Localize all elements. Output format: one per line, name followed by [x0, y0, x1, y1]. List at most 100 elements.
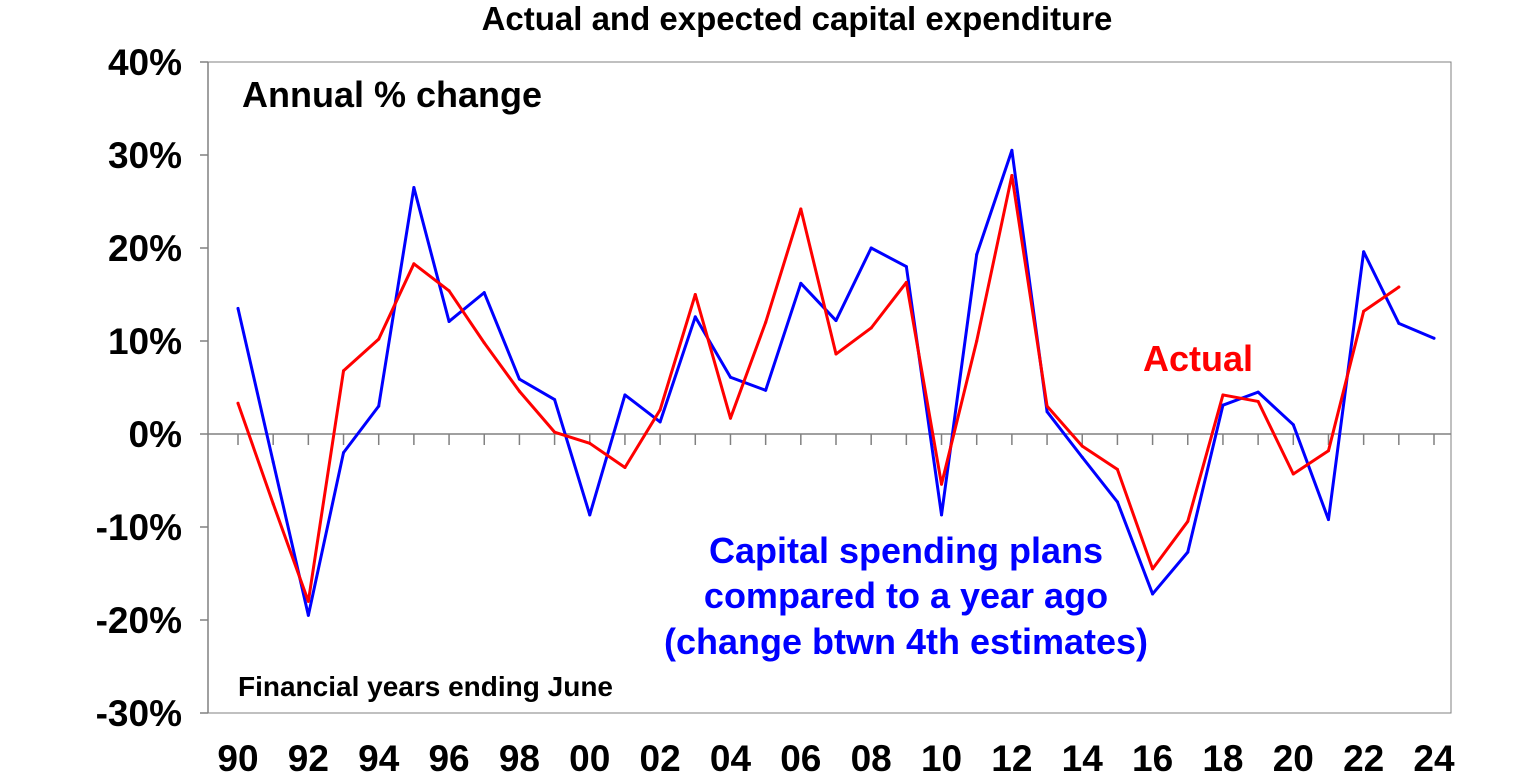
data-point-plans: [940, 513, 944, 517]
data-point-actual: [799, 207, 803, 211]
y-tick-label: -30%: [96, 693, 182, 734]
y-tick-label: 40%: [108, 42, 182, 83]
data-point-plans: [482, 291, 486, 295]
data-point-actual: [236, 401, 240, 405]
x-tick-label: 08: [851, 738, 892, 775]
data-point-plans: [1115, 500, 1119, 504]
x-tick-label: 06: [780, 738, 821, 775]
data-point-actual: [728, 416, 732, 420]
y-tick-label: 20%: [108, 228, 182, 269]
data-point-actual: [1115, 467, 1119, 471]
data-point-plans: [975, 253, 979, 257]
data-point-actual: [940, 482, 944, 486]
data-point-actual: [693, 293, 697, 296]
data-point-plans: [1256, 390, 1260, 394]
x-tick-label: 02: [640, 738, 681, 775]
data-point-plans: [306, 613, 310, 617]
data-point-actual: [1221, 393, 1225, 397]
data-point-plans: [623, 393, 627, 397]
x-tick-label: 20: [1273, 738, 1314, 775]
data-point-plans: [834, 319, 838, 323]
data-point-plans: [1151, 592, 1155, 596]
data-point-actual: [975, 339, 979, 343]
data-point-actual: [553, 430, 557, 434]
x-tick-label: 22: [1343, 738, 1384, 775]
data-point-actual: [1291, 472, 1295, 476]
data-point-plans: [1432, 336, 1436, 340]
data-point-actual: [1045, 404, 1049, 408]
data-point-plans: [1186, 550, 1190, 554]
series-line-actual: [236, 173, 1401, 603]
data-point-plans: [236, 306, 240, 310]
data-point-actual: [1326, 449, 1330, 453]
data-point-plans: [517, 377, 521, 381]
data-point-plans: [553, 398, 557, 402]
annotation-plans-line-2: compared to a year ago: [704, 575, 1108, 616]
data-point-actual: [1256, 399, 1260, 403]
y-axis-tick-labels: -30% -20% -10% 0% 10% 20% 30% 40%: [96, 42, 182, 734]
x-tick-label: 24: [1413, 738, 1455, 775]
data-point-actual: [377, 337, 381, 341]
y-tick-label: 30%: [108, 135, 182, 176]
annotation-plans-line-1: Capital spending plans: [709, 530, 1103, 571]
data-point-actual: [517, 389, 521, 393]
x-axis-tick-labels: 90 92 94 96 98 00 02 04 06 08 10 12 14 16 18 20 22 24: [217, 738, 1455, 775]
series-points: [236, 148, 1436, 617]
data-point-actual: [834, 352, 838, 356]
x-axis-ticks: [237, 434, 1435, 445]
x-tick-label: 12: [991, 738, 1032, 775]
data-point-plans: [588, 513, 592, 517]
data-point-plans: [1221, 403, 1225, 407]
data-point-actual: [764, 320, 768, 324]
x-tick-label: 04: [710, 738, 752, 775]
data-point-plans: [1080, 455, 1084, 459]
y-tick-label: 10%: [108, 321, 182, 362]
chart-title: Actual and expected capital expenditure: [482, 0, 1113, 37]
x-tick-label: 92: [288, 738, 329, 775]
data-point-plans: [764, 388, 768, 392]
data-point-plans: [799, 281, 803, 285]
y-tick-label: -10%: [96, 507, 182, 548]
data-point-plans: [658, 420, 662, 424]
data-point-plans: [1291, 423, 1295, 427]
x-tick-label: 96: [428, 738, 469, 775]
data-point-actual: [1080, 444, 1084, 448]
data-point-plans: [342, 451, 346, 455]
y-tick-label: -20%: [96, 600, 182, 641]
data-point-actual: [623, 465, 627, 469]
data-point-actual: [904, 280, 908, 284]
data-point-actual: [342, 369, 346, 373]
data-point-actual: [306, 599, 310, 603]
annotation-plans-line-3: (change btwn 4th estimates): [664, 621, 1148, 662]
x-tick-label: 10: [921, 738, 962, 775]
data-point-plans: [869, 246, 873, 250]
data-point-actual: [658, 408, 662, 412]
chart-subtitle: Annual % change: [242, 74, 542, 115]
x-tick-label: 98: [499, 738, 540, 775]
data-point-actual: [1151, 567, 1155, 571]
data-point-plans: [904, 265, 908, 269]
x-tick-label: 14: [1062, 738, 1104, 775]
data-point-actual: [271, 502, 275, 506]
y-tick-label: 0%: [129, 414, 182, 455]
data-point-plans: [377, 404, 381, 408]
data-point-actual: [412, 262, 416, 266]
data-point-actual: [482, 341, 486, 345]
data-point-plans: [728, 375, 732, 379]
x-tick-label: 94: [358, 738, 400, 775]
data-point-actual: [1186, 519, 1190, 523]
data-point-plans: [1362, 250, 1366, 254]
data-point-actual: [588, 441, 592, 445]
annotation-actual: Actual: [1143, 338, 1253, 379]
data-point-plans: [1010, 148, 1014, 152]
data-point-plans: [412, 186, 416, 190]
data-point-plans: [1045, 410, 1049, 414]
data-point-actual: [447, 289, 451, 293]
data-point-actual: [1010, 173, 1014, 177]
data-point-plans: [1326, 518, 1330, 522]
data-point-plans: [447, 319, 451, 323]
y-axis-ticks: [200, 61, 208, 714]
data-point-actual: [1362, 309, 1366, 313]
x-tick-label: 16: [1132, 738, 1173, 775]
